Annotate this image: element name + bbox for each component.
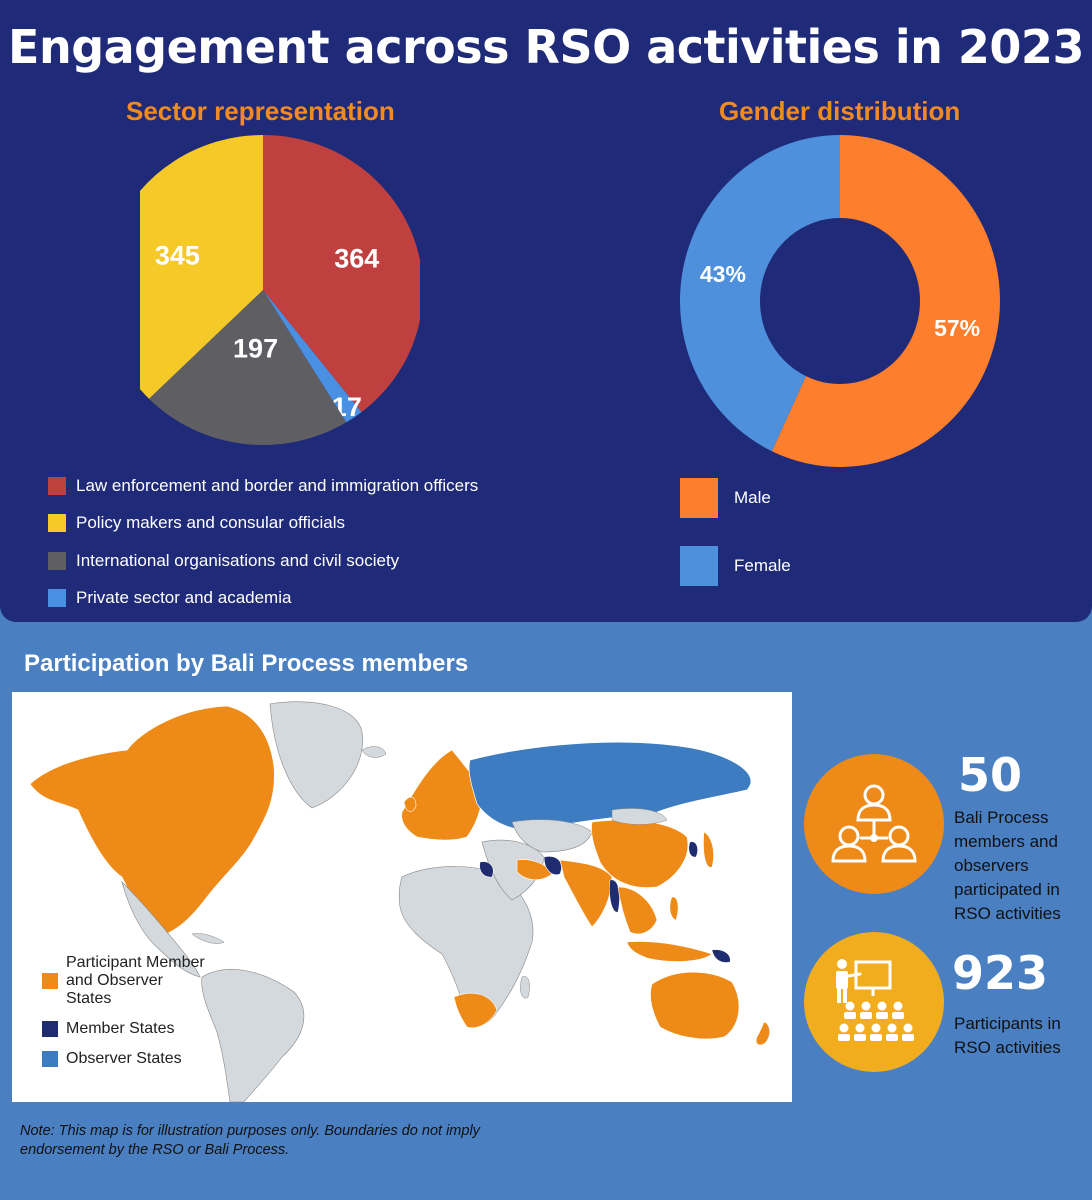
map-legend-item-member: Member States (42, 1020, 206, 1038)
map-legend-item-observer: Observer States (42, 1050, 206, 1068)
sector-chart-title: Sector representation (126, 96, 395, 126)
legend-swatch (48, 514, 66, 533)
slice-label: 345 (155, 240, 200, 270)
map-indonesia (626, 941, 713, 962)
gender-donut-chart: 57% 43% (680, 135, 1000, 467)
sector-legend-item-policy: Policy makers and consular officials (48, 505, 478, 543)
slice-label: 364 (334, 244, 379, 274)
map-south-america (201, 969, 305, 1103)
page-title: Engagement across RSO activities in 2023 (8, 20, 1084, 74)
map-southeast-asia (617, 886, 658, 935)
map-legend-item-participant: Participant Member and Observer States (42, 954, 206, 1008)
sector-legend-item-law: Law enforcement and border and immigrati… (48, 467, 478, 505)
map-australia (650, 971, 740, 1040)
map-central-asia (511, 819, 593, 853)
map-mexico-central-america (121, 880, 201, 978)
legend-swatch (48, 476, 66, 495)
map-north-america (29, 705, 275, 938)
gender-legend-item-male: Male (680, 464, 791, 532)
stat-members-value: 50 (958, 748, 1023, 802)
slice-policy-makers-and-consular-officials (140, 135, 263, 399)
slice-private-sector-and-academia (263, 290, 362, 423)
gender-legend: Male Female (680, 464, 791, 600)
map-note: Note: This map is for illustration purpo… (20, 1123, 480, 1158)
legend-swatch (48, 551, 66, 570)
map-china (591, 819, 689, 888)
legend-swatch (42, 1021, 58, 1037)
legend-swatch (42, 1051, 58, 1067)
slice-international-organisations-and-civil-society (148, 290, 347, 445)
presentation-audience-icon (836, 959, 914, 1041)
world-map: Participant Member and Observer States M… (12, 692, 792, 1103)
map-korea (688, 841, 698, 858)
map-philippines (669, 896, 679, 921)
map-uk (403, 796, 417, 812)
slice-female (680, 135, 840, 452)
legend-label: Law enforcement and border and immigrati… (76, 475, 479, 495)
top-panel: Engagement across RSO activities in 2023… (0, 0, 1092, 622)
map-south-africa (453, 992, 498, 1029)
map-section-title: Participation by Bali Process members (24, 650, 469, 677)
map-russia (468, 741, 752, 831)
legend-swatch (42, 973, 58, 989)
gender-legend-item-female: Female (680, 532, 791, 600)
legend-label: Male (734, 488, 771, 507)
map-myanmar (609, 879, 620, 913)
map-png (711, 949, 731, 963)
sector-legend-item-private: Private sector and academia (48, 580, 478, 618)
map-greenland (269, 701, 363, 809)
slice-label: 43% (700, 261, 746, 287)
slice-law-enforcement-and-border-and-immigration-officers (263, 135, 420, 413)
legend-swatch (680, 478, 718, 518)
legend-swatch (680, 546, 718, 586)
slice-male (771, 135, 1000, 467)
map-japan (703, 831, 714, 868)
slice-label: 197 (233, 333, 278, 363)
legend-label: Policy makers and consular officials (76, 513, 345, 533)
sector-legend: Law enforcement and border and immigrati… (48, 467, 478, 617)
sector-legend-item-intl: International organisations and civil so… (48, 542, 478, 580)
map-madagascar (520, 976, 530, 999)
map-iceland (361, 746, 387, 758)
legend-label: Member States (66, 1020, 175, 1037)
legend-label: Private sector and academia (76, 588, 292, 608)
legend-swatch (48, 589, 66, 608)
stat-participants-text: Participants in RSO activities (954, 1014, 1061, 1057)
slice-label: 57% (934, 315, 980, 341)
map-afghanistan (543, 856, 562, 875)
legend-label: Participant Member and Observer States (66, 954, 205, 1007)
stat-members-circle (804, 754, 944, 894)
map-jordan-syria (479, 861, 494, 878)
people-network-icon (831, 784, 917, 863)
world-map-graphic (29, 701, 770, 1103)
stat-participants-circle (804, 932, 944, 1072)
map-caribbean (191, 933, 225, 944)
gender-chart-title: Gender distribution (719, 96, 961, 126)
legend-label: International organisations and civil so… (76, 550, 400, 570)
legend-label: Female (734, 556, 791, 575)
stat-participants-value: 923 (952, 946, 1049, 1000)
stat-members-text: Bali Process members and observers parti… (954, 808, 1061, 923)
map-mongolia (611, 808, 668, 825)
map-middle-east (481, 839, 545, 901)
map-south-asia (559, 859, 613, 928)
legend-label: Observer States (66, 1050, 182, 1067)
map-legend: Participant Member and Observer States M… (42, 954, 206, 1080)
map-new-zealand (756, 1021, 770, 1046)
